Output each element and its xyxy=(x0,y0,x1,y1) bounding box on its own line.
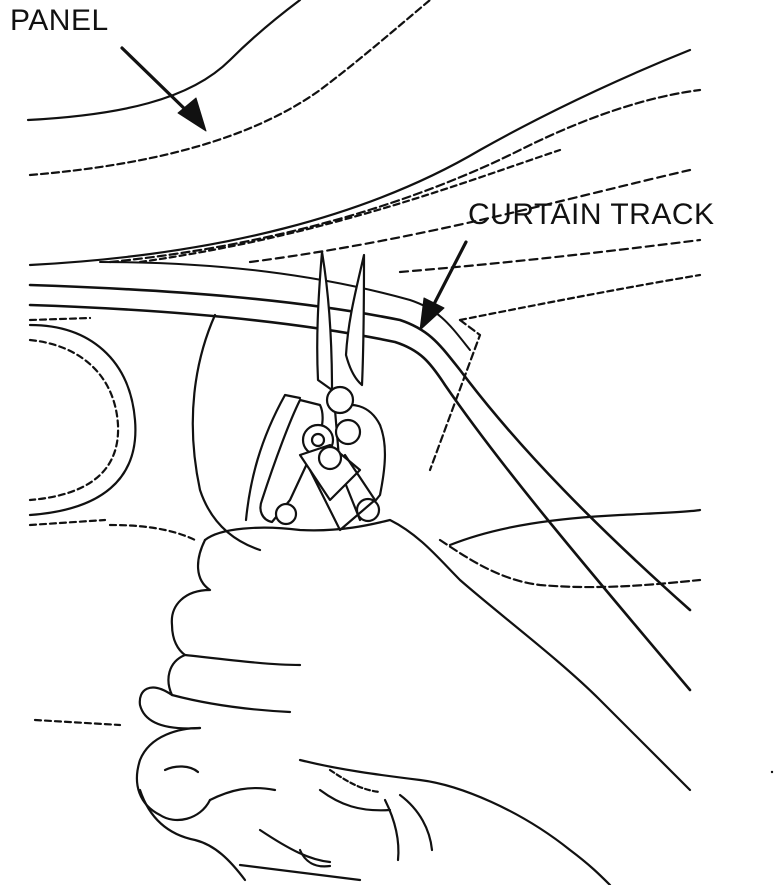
side-panel xyxy=(28,313,702,727)
panel-label: PANEL xyxy=(10,4,109,37)
curtain-track-arrow xyxy=(419,240,468,331)
panel-contours xyxy=(26,0,702,472)
curtain-track-label: CURTAIN TRACK xyxy=(468,198,715,231)
panel-arrow xyxy=(120,46,207,132)
tin-snips xyxy=(244,250,387,532)
hand xyxy=(135,518,692,887)
